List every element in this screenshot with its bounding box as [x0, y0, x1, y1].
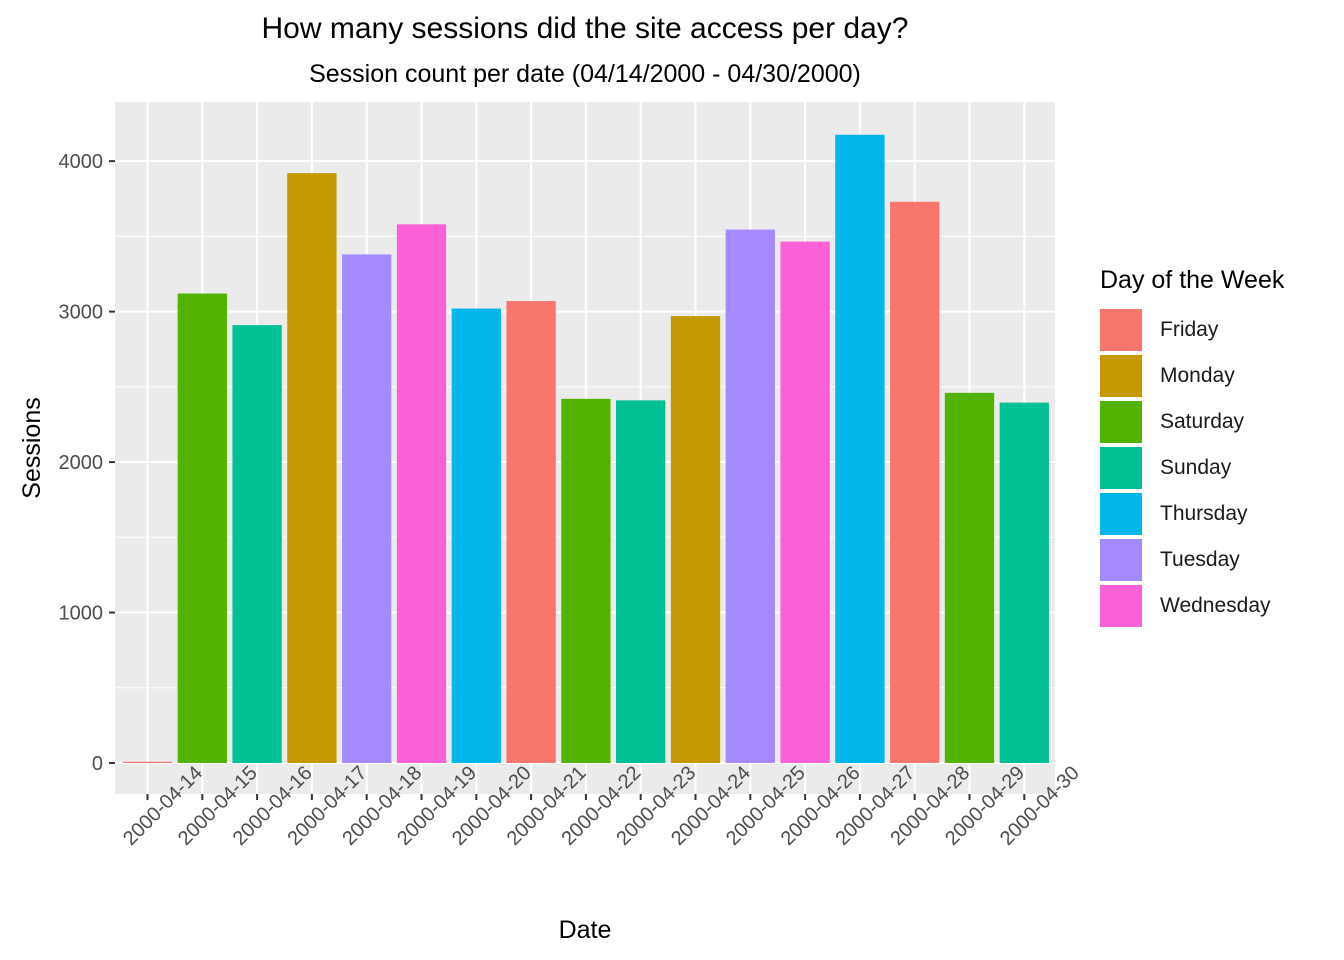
- legend-item-wednesday: Wednesday: [1100, 583, 1284, 629]
- legend-item-saturday: Saturday: [1100, 399, 1284, 445]
- bar-2000-04-25: [725, 229, 775, 763]
- y-axis-title: Sessions: [18, 397, 46, 498]
- chart-subtitle: Session count per date (04/14/2000 - 04/…: [309, 60, 861, 88]
- bar-2000-04-17: [287, 173, 337, 763]
- legend-item-tuesday: Tuesday: [1100, 537, 1284, 583]
- legend-item-thursday: Thursday: [1100, 491, 1284, 537]
- bar-2000-04-30: [999, 402, 1049, 763]
- legend-item-friday: Friday: [1100, 307, 1284, 353]
- y-tick-label: 3000: [59, 302, 104, 324]
- x-axis-title: Date: [559, 916, 612, 944]
- legend-swatch: [1100, 447, 1142, 489]
- legend-item-sunday: Sunday: [1100, 445, 1284, 491]
- chart-title: How many sessions did the site access pe…: [261, 12, 909, 45]
- bar-2000-04-19: [396, 224, 447, 764]
- bar-2000-04-15: [177, 293, 227, 763]
- bar-2000-04-27: [835, 134, 885, 764]
- legend-label: Friday: [1160, 318, 1219, 341]
- legend: Day of the Week Friday Monday Saturday Sund…: [1100, 266, 1284, 629]
- y-tick-label: 0: [92, 753, 103, 775]
- legend-item-monday: Monday: [1100, 353, 1284, 399]
- legend-label: Saturday: [1160, 410, 1245, 433]
- bar-2000-04-26: [780, 241, 830, 763]
- bar-2000-04-20: [451, 308, 501, 763]
- legend-label: Tuesday: [1160, 548, 1240, 571]
- legend-label: Monday: [1160, 364, 1235, 387]
- bar-2000-04-22: [561, 398, 611, 763]
- y-tick-label: 4000: [59, 151, 104, 173]
- bar-2000-04-16: [232, 325, 282, 763]
- legend-swatch: [1100, 401, 1142, 443]
- legend-swatch: [1100, 493, 1142, 535]
- bar-2000-04-29: [944, 392, 995, 763]
- bar-2000-04-23: [616, 400, 666, 763]
- legend-items: Friday Monday Saturday Sunday Thursday Tuesda…: [1100, 307, 1284, 629]
- bars: [122, 134, 1049, 764]
- legend-swatch: [1100, 539, 1142, 581]
- legend-swatch: [1100, 355, 1142, 397]
- bar-2000-04-24: [670, 316, 721, 763]
- legend-swatch: [1100, 309, 1142, 351]
- legend-label: Sunday: [1160, 456, 1232, 479]
- legend-label: Thursday: [1160, 502, 1248, 525]
- legend-swatch: [1100, 585, 1142, 627]
- y-tick-label: 2000: [59, 452, 104, 474]
- bar-2000-04-14: [122, 761, 173, 763]
- bar-2000-04-28: [890, 201, 940, 764]
- legend-label: Wednesday: [1160, 594, 1271, 617]
- y-tick-label: 1000: [59, 603, 104, 625]
- bar-2000-04-18: [342, 254, 392, 763]
- legend-title: Day of the Week: [1100, 266, 1285, 294]
- bar-2000-04-21: [506, 301, 556, 763]
